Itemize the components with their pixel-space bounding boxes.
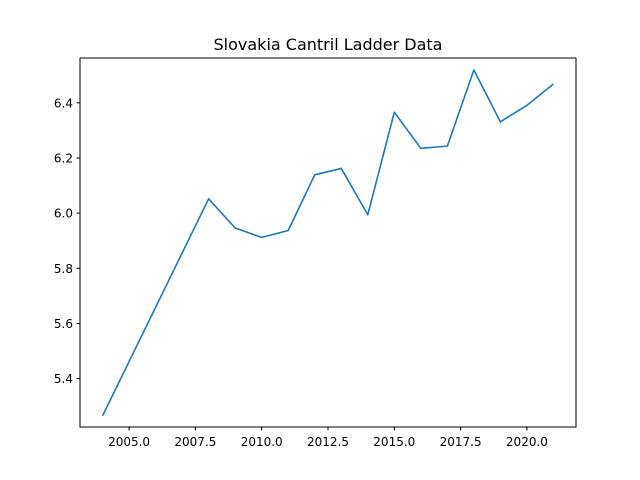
y-tick-label: 5.8 [54,262,73,276]
y-axis: 5.4 5.6 5.8 6.0 6.2 6.4 [54,96,80,386]
x-tick-label: 2020.0 [506,435,548,449]
series-layer [101,69,554,417]
y-tick-label: 6.4 [54,96,73,110]
plot-frame [79,57,577,428]
x-tick-label: 2010.0 [241,435,283,449]
x-tick-label: 2005.0 [108,435,150,449]
y-tick-label: 5.6 [54,317,73,331]
chart-title: Slovakia Cantril Ladder Data [214,35,443,54]
y-tick-label: 6.2 [54,151,73,165]
x-tick-label: 2017.5 [440,435,482,449]
x-tick-label: 2012.5 [307,435,349,449]
series-line [101,69,554,417]
y-tick-label: 5.4 [54,372,73,386]
x-axis: 2005.0 2007.5 2010.0 2012.5 2015.0 2017.5 2020… [108,427,548,449]
x-tick-label: 2015.0 [373,435,415,449]
plot-area: 2005.0 2007.5 2010.0 2012.5 2015.0 2017.5 2020… [54,57,577,449]
x-tick-label: 2007.5 [174,435,216,449]
y-tick-label: 6.0 [54,207,73,221]
